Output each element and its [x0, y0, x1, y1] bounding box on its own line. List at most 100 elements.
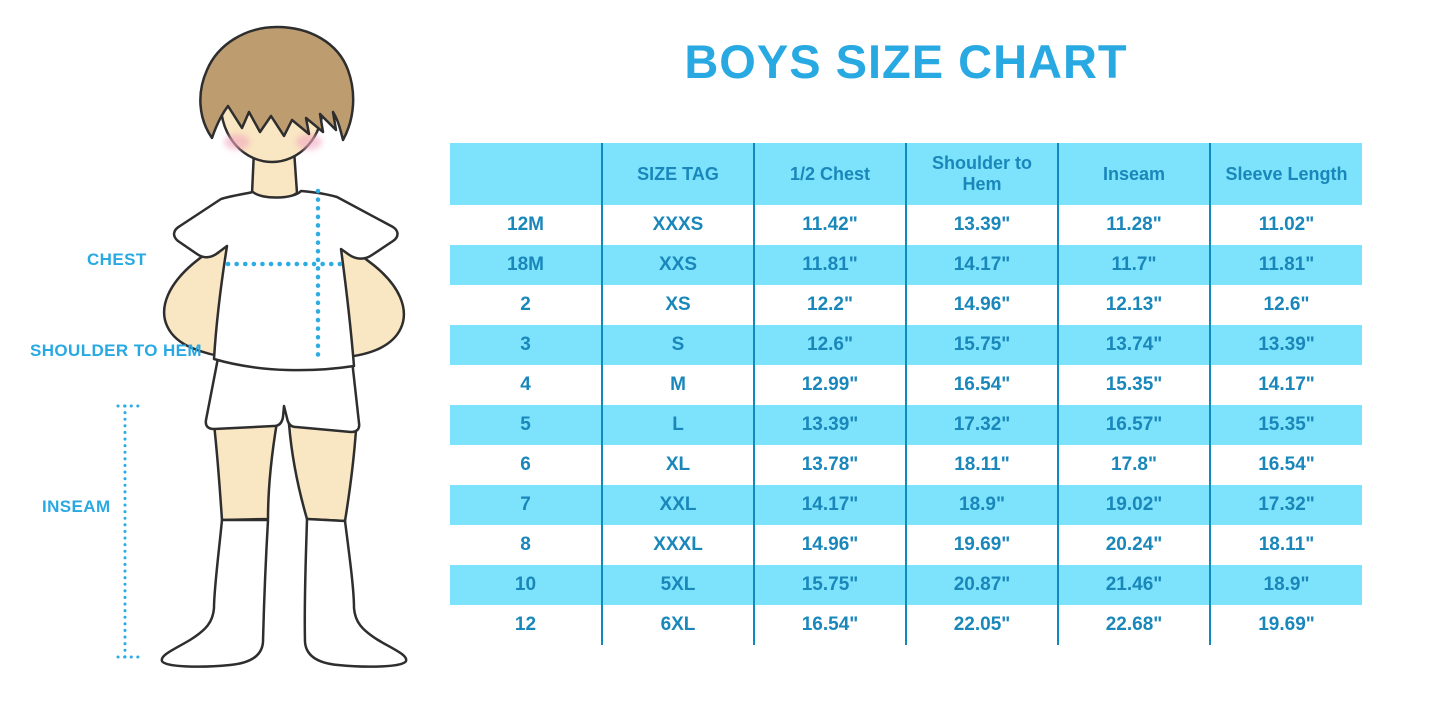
- table-cell: 16.54": [905, 365, 1058, 405]
- table-cell: 17.32": [905, 405, 1058, 445]
- table-cell: 12.6": [1209, 285, 1362, 325]
- table-row: 18M XXS 11.81" 14.17" 11.7" 11.81": [450, 245, 1362, 285]
- table-cell: 12.13": [1057, 285, 1210, 325]
- table-cell: 11.02": [1209, 205, 1362, 245]
- table-cell: 11.81": [753, 245, 906, 285]
- table-cell: 6XL: [601, 605, 754, 645]
- table-cell: 13.78": [753, 445, 906, 485]
- table-cell: 12: [450, 605, 602, 645]
- measurement-figure: CHEST SHOULDER TO HEM INSEAM: [0, 0, 450, 723]
- column-header: SIZE TAG: [601, 143, 754, 205]
- table-cell: 16.54": [753, 605, 906, 645]
- table-cell: 19.02": [1057, 485, 1210, 525]
- boy-illustration: [116, 25, 408, 668]
- table-cell: 8: [450, 525, 602, 565]
- table-cell: 14.17": [753, 485, 906, 525]
- table-cell: 11.81": [1209, 245, 1362, 285]
- table-cell: 16.54": [1209, 445, 1362, 485]
- boy-shorts: [204, 356, 361, 434]
- chest-label: CHEST: [87, 250, 147, 269]
- table-cell: 7: [450, 485, 602, 525]
- table-cell: 15.35": [1057, 365, 1210, 405]
- table-cell: 14.17": [905, 245, 1058, 285]
- table-row: 12 6XL 16.54" 22.05" 22.68" 19.69": [450, 605, 1362, 645]
- table-cell: 3: [450, 325, 602, 365]
- table-cell: XL: [601, 445, 754, 485]
- table-cell: 22.68": [1057, 605, 1210, 645]
- table-row: 12M XXXS 11.42" 13.39" 11.28" 11.02": [450, 205, 1362, 245]
- table-cell: 2: [450, 285, 602, 325]
- table-cell: M: [601, 365, 754, 405]
- table-cell: 18.9": [905, 485, 1058, 525]
- table-cell: 14.96": [753, 525, 906, 565]
- size-table: SIZE TAG 1/2 Chest Shoulder to Hem Inseam Sl…: [450, 143, 1362, 645]
- boy-hair: [199, 25, 355, 142]
- table-cell: 12M: [450, 205, 602, 245]
- size-table-head-row: SIZE TAG 1/2 Chest Shoulder to Hem Inseam Sl…: [450, 143, 1362, 205]
- table-cell: 13.39": [753, 405, 906, 445]
- table-row: 7 XXL 14.17" 18.9" 19.02" 17.32": [450, 485, 1362, 525]
- table-cell: XXXL: [601, 525, 754, 565]
- boy-legs: [212, 420, 358, 523]
- table-cell: XXXS: [601, 205, 754, 245]
- size-table-body: 12M XXXS 11.42" 13.39" 11.28" 11.02" 18M XXS 11.…: [450, 205, 1362, 645]
- table-cell: 12.6": [753, 325, 906, 365]
- table-cell: 22.05": [905, 605, 1058, 645]
- table-cell: 20.24": [1057, 525, 1210, 565]
- table-cell: 6: [450, 445, 602, 485]
- table-cell: 5XL: [601, 565, 754, 605]
- table-row: 5 L 13.39" 17.32" 16.57" 15.35": [450, 405, 1362, 445]
- table-cell: 12.99": [753, 365, 906, 405]
- size-table-container: SIZE TAG 1/2 Chest Shoulder to Hem Inseam Sl…: [450, 143, 1362, 645]
- table-cell: 14.17": [1209, 365, 1362, 405]
- table-row: 10 5XL 15.75" 20.87" 21.46" 18.9": [450, 565, 1362, 605]
- table-row: 6 XL 13.78" 18.11" 17.8" 16.54": [450, 445, 1362, 485]
- column-header: Sleeve Length: [1209, 143, 1362, 205]
- table-cell: 13.39": [1209, 325, 1362, 365]
- table-cell: 11.7": [1057, 245, 1210, 285]
- table-cell: XXS: [601, 245, 754, 285]
- table-cell: 11.42": [753, 205, 906, 245]
- table-cell: 10: [450, 565, 602, 605]
- table-cell: 20.87": [905, 565, 1058, 605]
- table-cell: 18.11": [905, 445, 1058, 485]
- table-row: 3 S 12.6" 15.75" 13.74" 13.39": [450, 325, 1362, 365]
- column-header: Inseam: [1057, 143, 1210, 205]
- column-header: Shoulder to Hem: [905, 143, 1058, 205]
- table-cell: 17.8": [1057, 445, 1210, 485]
- table-cell: 15.75": [905, 325, 1058, 365]
- boy-tshirt: [172, 189, 399, 372]
- table-cell: 12.2": [753, 285, 906, 325]
- table-cell: S: [601, 325, 754, 365]
- page-title: BOYS SIZE CHART: [684, 35, 1128, 88]
- table-cell: 15.35": [1209, 405, 1362, 445]
- column-header: [450, 143, 602, 205]
- table-cell: 18.9": [1209, 565, 1362, 605]
- table-cell: XXL: [601, 485, 754, 525]
- table-cell: 18.11": [1209, 525, 1362, 565]
- table-row: 4 M 12.99" 16.54" 15.35" 14.17": [450, 365, 1362, 405]
- table-cell: 17.32": [1209, 485, 1362, 525]
- table-cell: 19.69": [905, 525, 1058, 565]
- table-cell: 13.39": [905, 205, 1058, 245]
- table-cell: 16.57": [1057, 405, 1210, 445]
- table-cell: 15.75": [753, 565, 906, 605]
- table-cell: XS: [601, 285, 754, 325]
- table-cell: 14.96": [905, 285, 1058, 325]
- table-cell: 19.69": [1209, 605, 1362, 645]
- shoulder-to-hem-label: SHOULDER TO HEM: [30, 341, 202, 360]
- table-cell: 11.28": [1057, 205, 1210, 245]
- size-table-head: SIZE TAG 1/2 Chest Shoulder to Hem Inseam Sl…: [450, 143, 1362, 205]
- inseam-label: INSEAM: [42, 497, 111, 516]
- table-row: 2 XS 12.2" 14.96" 12.13" 12.6": [450, 285, 1362, 325]
- table-cell: 13.74": [1057, 325, 1210, 365]
- table-cell: 21.46": [1057, 565, 1210, 605]
- boy-socks: [160, 517, 408, 668]
- table-cell: L: [601, 405, 754, 445]
- table-cell: 4: [450, 365, 602, 405]
- table-row: 8 XXXL 14.96" 19.69" 20.24" 18.11": [450, 525, 1362, 565]
- column-header: 1/2 Chest: [753, 143, 906, 205]
- table-cell: 5: [450, 405, 602, 445]
- table-cell: 18M: [450, 245, 602, 285]
